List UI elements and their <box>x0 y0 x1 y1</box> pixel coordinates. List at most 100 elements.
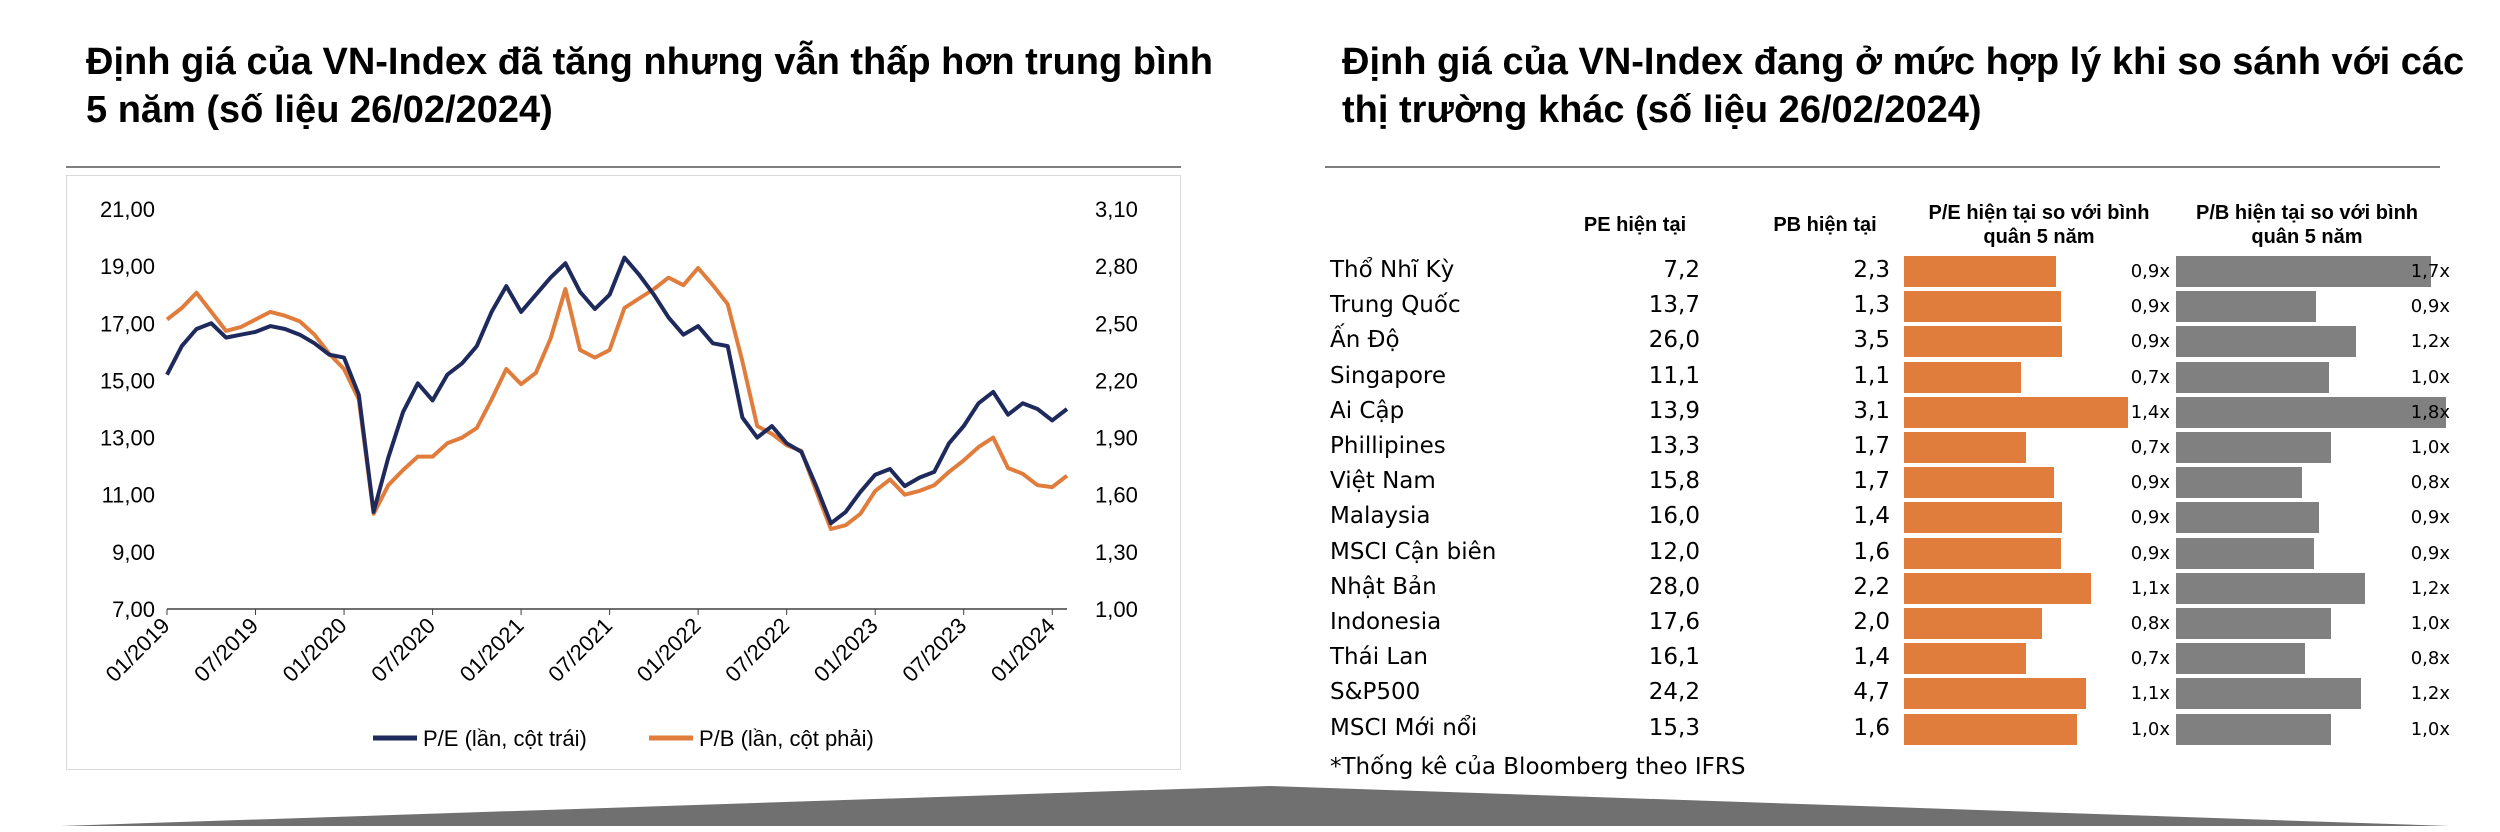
x-axis: 01/2019 07/2019 01/2020 07/2020 01/2021 07/20… <box>101 608 1067 687</box>
table-row: S&P500 24,2 4,7 1,1x 1,2x <box>1320 677 2460 711</box>
bottom-triangle <box>60 786 2450 826</box>
pe-relative-label: 0,9x <box>2130 542 2170 564</box>
pe-relative-bar <box>1904 502 2063 534</box>
pb-relative-label: 0,9x <box>2410 507 2450 529</box>
pe-relative-label: 0,9x <box>2130 331 2170 353</box>
pe-value: 26,0 <box>1648 327 1700 354</box>
pb-value: 1,4 <box>1853 644 1890 671</box>
pe-relative-bar <box>1904 713 2077 745</box>
pb-relative-bar <box>2176 396 2446 428</box>
pb-relative-bar <box>2176 467 2302 499</box>
y-right-tick-label: 2,20 <box>1095 368 1138 393</box>
pb-relative-bar <box>2176 537 2314 569</box>
pe-value: 28,0 <box>1648 573 1700 600</box>
legend: P/E (lần, cột trái) P/B (lần, cột phải) <box>373 726 874 751</box>
pe-value: 13,3 <box>1648 433 1700 459</box>
pb-relative-label: 1,0x <box>2410 613 2450 634</box>
pb-relative-bar <box>2176 291 2316 323</box>
market-name: Phillipines <box>1330 433 1446 459</box>
table-row: Indonesia 17,6 2,0 0,8x 1,0x <box>1320 607 2460 641</box>
x-tick-label: 01/2022 <box>632 613 706 687</box>
pb-relative-label: 0,9x <box>2410 542 2450 564</box>
y-right-tick-label: 1,60 <box>1095 483 1138 508</box>
pb-relative-bar <box>2176 643 2305 675</box>
right-table-title: Định giá của VN-Index đang ở mức hợp lý … <box>1342 41 2465 131</box>
pb-value: 1,1 <box>1853 362 1890 389</box>
pe-relative-label: 0,7x <box>2130 648 2170 670</box>
x-tick-label: 01/2023 <box>809 613 883 687</box>
y-right-tick-label: 1,90 <box>1095 426 1138 451</box>
col-header-pe: PE hiện tại <box>1583 214 1687 236</box>
x-tick-label: 01/2021 <box>455 613 529 687</box>
table-row: Singapore 11,1 1,1 0,7x 1,0x <box>1320 361 2460 395</box>
pe-value: 17,6 <box>1648 609 1700 635</box>
pe-relative-bar <box>1904 608 2042 639</box>
x-tick-label: 01/2024 <box>986 613 1060 687</box>
y-left-axis: 21,00 19,00 17,00 15,00 13,00 11,00 9,00 7,00 <box>100 197 155 622</box>
footnote: *Thống kê của Bloomberg theo IFRS <box>1330 754 1746 780</box>
pb-value: 2,0 <box>1853 609 1890 635</box>
pe-relative-label: 1,4x <box>2130 401 2170 423</box>
pe-relative-label: 1,1x <box>2130 577 2170 599</box>
market-name: S&P500 <box>1330 679 1421 706</box>
y-left-tick-label: 9,00 <box>112 540 155 565</box>
y-right-tick-label: 1,30 <box>1095 540 1138 565</box>
valuation-comparison-table: PE hiện tại PB hiện tại P/E hiện tại so … <box>1320 195 2460 795</box>
x-tick-label: 01/2020 <box>278 613 352 687</box>
pb-value: 2,3 <box>1853 257 1890 283</box>
market-name: Ai Cập <box>1330 397 1405 424</box>
y-left-tick-label: 13,00 <box>100 426 155 451</box>
pb-relative-label: 0,8x <box>2410 648 2450 670</box>
col-header-pe-rel: P/E hiện tại so với bình quân 5 năm <box>1928 202 2150 248</box>
pe-relative-label: 1,0x <box>2130 718 2170 740</box>
market-name: MSCI Cận biên <box>1330 538 1497 565</box>
col-header-pb: PB hiện tại <box>1773 214 1877 236</box>
pe-value: 13,7 <box>1648 292 1700 319</box>
market-name: Ấn Độ <box>1330 327 1400 354</box>
pe-value: 13,9 <box>1648 397 1700 424</box>
pe-relative-label: 0,9x <box>2130 296 2170 318</box>
pe-relative-bar <box>1904 361 2021 393</box>
pe-relative-bar <box>1904 467 2055 499</box>
market-name: Nhật Bản <box>1330 573 1437 600</box>
pb-relative-bar <box>2176 256 2431 287</box>
y-left-tick-label: 17,00 <box>100 311 155 336</box>
pe-relative-label: 1,1x <box>2130 683 2170 705</box>
pb-relative-bar <box>2176 678 2361 710</box>
y-left-tick-label: 21,00 <box>100 197 155 222</box>
pe-relative-label: 0,7x <box>2130 366 2170 388</box>
table-row: Thái Lan 16,1 1,4 0,7x 0,8x <box>1320 642 2460 676</box>
pe-relative-bar <box>1904 326 2063 358</box>
pb-relative-label: 0,9x <box>2410 296 2450 318</box>
pb-relative-label: 0,8x <box>2410 472 2450 494</box>
x-tick-label: 07/2021 <box>543 613 617 687</box>
table-row: Malaysia 16,0 1,4 0,9x 0,9x <box>1320 501 2460 535</box>
table-row: MSCI Mới nổi 15,3 1,6 1,0x 1,0x <box>1320 713 2460 747</box>
pe-pb-line-chart: 21,00 19,00 17,00 15,00 13,00 11,00 9,00 7,00 3… <box>66 175 1181 770</box>
market-name: Indonesia <box>1330 609 1442 635</box>
x-tick-label: 01/2019 <box>101 613 175 687</box>
series-layer <box>165 255 1069 531</box>
pb-relative-label: 1,0x <box>2410 366 2450 388</box>
bottom-decoration <box>60 786 2450 826</box>
y-right-tick-label: 3,10 <box>1095 197 1138 222</box>
pb-value: 3,5 <box>1853 327 1890 354</box>
table-row: Phillipines 13,3 1,7 0,7x 1,0x <box>1320 431 2460 465</box>
pb-value: 1,6 <box>1853 538 1890 565</box>
pb-relative-label: 1,0x <box>2410 718 2450 740</box>
pe-value: 16,1 <box>1648 644 1700 671</box>
pb-value: 1,4 <box>1853 503 1890 530</box>
market-name: Malaysia <box>1330 503 1431 530</box>
pe-relative-bar <box>1904 256 2056 287</box>
pb-relative-label: 1,2x <box>2410 331 2450 353</box>
pb-relative-bar <box>2176 326 2356 358</box>
pb-relative-label: 1,0x <box>2410 437 2450 458</box>
table-row: Trung Quốc 13,7 1,3 0,9x 0,9x <box>1320 290 2460 324</box>
legend-pe-label: P/E (lần, cột trái) <box>423 726 587 751</box>
table-row: Việt Nam 15,8 1,7 0,9x 0,8x <box>1320 466 2460 500</box>
pe-relative-bar <box>1904 291 2061 323</box>
x-tick-label: 07/2019 <box>189 613 263 687</box>
y-right-tick-label: 1,00 <box>1095 597 1138 622</box>
y-left-tick-label: 15,00 <box>100 368 155 393</box>
pb-series-line <box>165 266 1069 531</box>
